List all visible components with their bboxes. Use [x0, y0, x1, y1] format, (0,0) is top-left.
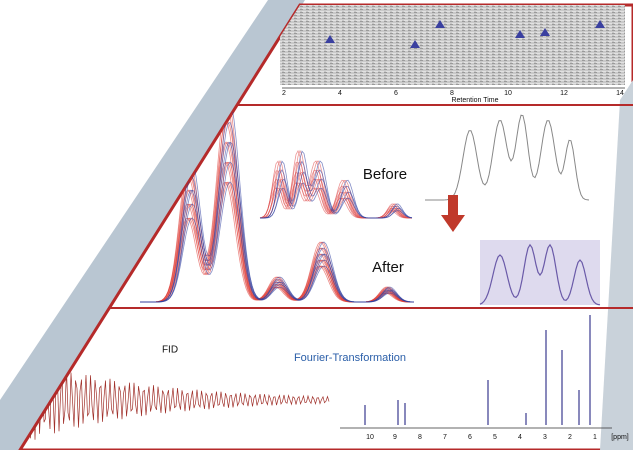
- tick-label: 4: [518, 434, 522, 441]
- fid-label: FID: [162, 345, 178, 356]
- before-label: Before: [363, 166, 407, 183]
- tick-label: 8: [450, 90, 454, 97]
- axis-label: Retention Time: [451, 97, 498, 104]
- tick-label: 8: [418, 434, 422, 441]
- tick-label: 7: [443, 434, 447, 441]
- tick-label: 6: [468, 434, 472, 441]
- chromatogram-map: [280, 5, 625, 85]
- tick-label: 1: [593, 434, 597, 441]
- tick-label: 12: [560, 90, 568, 97]
- tick-label: 2: [568, 434, 572, 441]
- tick-label: 3: [543, 434, 547, 441]
- spectrum-box: [480, 240, 600, 305]
- tick-label: 9: [393, 434, 397, 441]
- transform-label: Fourier-Transformation: [294, 352, 406, 364]
- tick-label: 6: [394, 90, 398, 97]
- tick-label: 2: [282, 90, 286, 97]
- page: {"chromatogram": {"axis_label": "Retenti…: [0, 0, 633, 450]
- tick-label: 14: [616, 90, 624, 97]
- tick-label: 5: [493, 434, 497, 441]
- after-label: After: [372, 259, 404, 276]
- tick-label: 4: [338, 90, 342, 97]
- tick-label: 10: [366, 434, 374, 441]
- illustration: 2468101214 Retention Time Before After F…: [0, 0, 633, 450]
- tick-label: 10: [504, 90, 512, 97]
- unit-label: [ppm]: [611, 434, 629, 441]
